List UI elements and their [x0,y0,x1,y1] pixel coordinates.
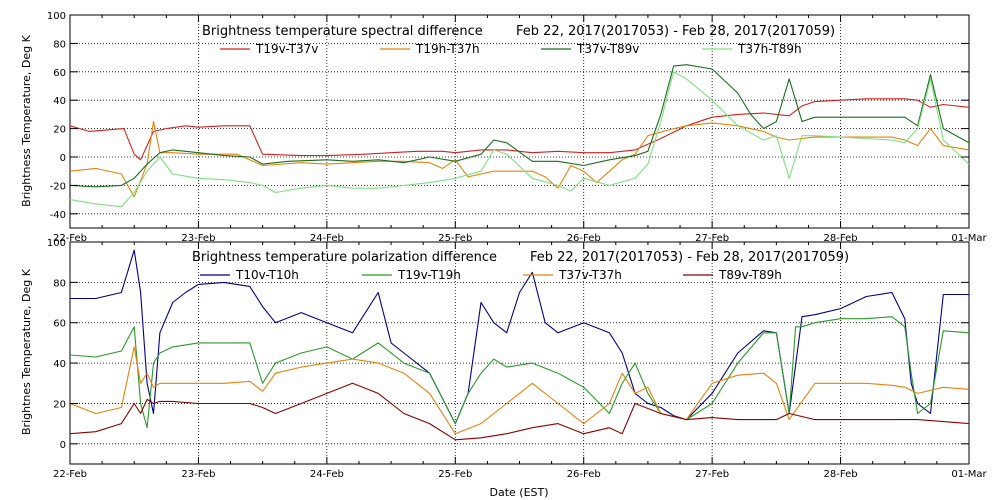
x-tick-label: 22-Feb [53,469,87,480]
tick-marks [69,14,970,228]
y-tick-label: 100 [47,11,66,22]
x-tick-label: 24-Feb [310,233,344,244]
series-line-t37v-t89v [70,64,969,188]
series-line-t37h-t89h [70,71,969,208]
series-layer [70,249,969,441]
legend-label: T37v-T37h [558,268,622,282]
y-tick-label: 40 [53,359,66,370]
legend-label: T19v-T37v [255,42,318,56]
grid [70,15,969,228]
y-axis-title: Brightness Temperature, Deg K [20,34,33,206]
x-tick-label: 22-Feb [53,233,87,244]
legend-label: T89v-T89h [718,268,782,282]
x-tick-label: 01-Mar [951,233,987,244]
y-tick-label: 60 [53,68,66,79]
x-tick-label: 26-Feb [567,233,601,244]
legend-label: T19h-T37h [415,42,480,56]
legend-label: T37h-T89h [737,42,802,56]
series-line-t19v-t37v [70,98,969,161]
y-tick-label: 100 [47,238,66,249]
chart-subtitle: Feb 22, 2017(2017053) - Feb 28, 2017(201… [530,250,849,265]
y-tick-label: 20 [53,125,66,136]
y-tick-label: -40 [50,210,66,221]
grid [70,242,969,464]
series-line-t89v-t89h [70,382,969,441]
x-tick-label: 28-Feb [824,233,858,244]
series-line-t10v-t10h [70,249,969,425]
x-axis-title: Date (EST) [489,486,548,499]
series-line-t19v-t19h [70,316,969,429]
series-line-t37v-t37h [70,346,969,435]
x-tick-labels: 22-Feb 23-Feb 24-Feb 25-Feb 26-Feb 27-Feb 28-F… [53,469,988,480]
x-tick-label: 24-Feb [310,469,344,480]
tick-marks [69,241,970,464]
y-tick-labels: 0 20 40 60 80 100 [47,238,66,451]
x-tick-label: 25-Feb [438,469,472,480]
y-tick-label: 80 [53,278,66,289]
y-tick-label: -20 [50,181,66,192]
y-tick-label: 40 [53,96,66,107]
legend-label: T10v-T10h [235,268,299,282]
x-tick-label: 23-Feb [181,469,215,480]
x-tick-label: 25-Feb [438,233,472,244]
spectral-difference-panel: -40 -20 0 20 40 60 80 100 22-Feb 23-Feb 24-Feb 25-… [20,11,987,244]
legend-label: T37v-T89v [576,42,639,56]
chart-title: Brightness temperature spectral differen… [202,24,483,39]
y-tick-label: 20 [53,399,66,410]
y-tick-label: 0 [60,153,66,164]
x-tick-label: 26-Feb [567,469,601,480]
polarization-difference-panel: 0 20 40 60 80 100 22-Feb 23-Feb 24-Feb 25-Feb 26-… [20,238,987,480]
legend: T19v-T37v T19h-T37h T37v-T89v T37h-T89h [220,42,802,56]
x-tick-label: 23-Feb [181,233,215,244]
y-tick-label: 0 [60,440,66,451]
y-tick-label: 60 [53,319,66,330]
x-tick-label: 27-Feb [695,233,729,244]
y-tick-labels: -40 -20 0 20 40 60 80 100 [47,11,66,221]
legend-label: T19v-T19h [397,268,461,282]
x-tick-label: 01-Mar [951,469,987,480]
chart-subtitle: Feb 22, 2017(2017053) - Feb 28, 2017(201… [516,24,835,39]
series-line-t19h-t37h [70,120,969,198]
x-tick-labels: 22-Feb 23-Feb 24-Feb 25-Feb 26-Feb 27-Feb 28-F… [53,233,988,244]
chart-title: Brightness temperature polarization diff… [192,250,497,265]
x-tick-label: 27-Feb [695,469,729,480]
x-tick-label: 28-Feb [824,469,858,480]
y-tick-label: 80 [53,39,66,50]
series-layer [70,64,969,208]
legend: T10v-T10h T19v-T19h T37v-T37h T89v-T89h [200,268,782,282]
y-axis-title: Brightnes Temperature, Deg K [20,268,33,435]
